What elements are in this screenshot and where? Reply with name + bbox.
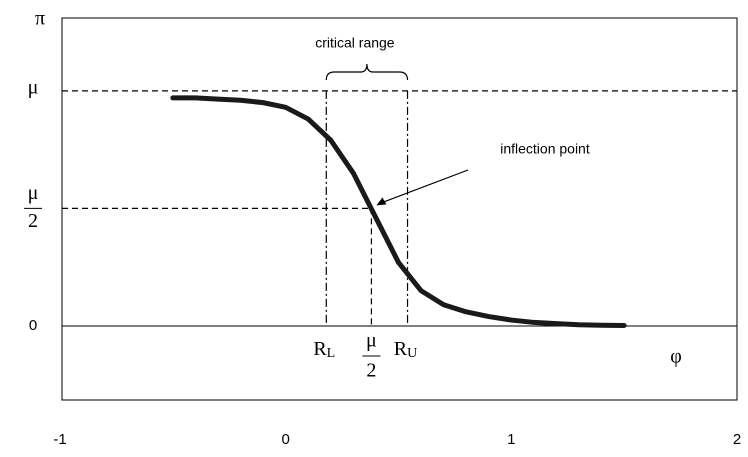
arrow-shaft [382, 169, 469, 203]
annotation: critical range [315, 35, 395, 51]
y-tick-label: μ [28, 182, 39, 204]
x-axis-label: φ [670, 346, 682, 368]
marker-label: RU [394, 338, 417, 362]
x-tick-label: 1 [507, 431, 515, 448]
x-tick-label: 0 [281, 431, 289, 448]
arrow-head [376, 197, 387, 206]
marker-label-sub: L [327, 346, 336, 361]
marker-label-main: R [313, 338, 327, 360]
y-tick-label: μ [28, 76, 39, 98]
y-tick-label: 2 [28, 210, 38, 232]
marker-label: μ [366, 330, 377, 352]
marker-label: 2 [366, 360, 376, 382]
annotation: inflection point [500, 141, 590, 157]
x-tick-label: -1 [53, 431, 66, 448]
marker-label-main: R [394, 338, 408, 360]
x-tick-label: 2 [733, 431, 741, 448]
curve [170, 95, 627, 328]
marker-label: RL [313, 338, 335, 362]
y-tick-label: 0 [29, 317, 37, 334]
y-axis-label: π [35, 8, 45, 30]
brace [325, 63, 409, 81]
marker-label-sub: U [407, 346, 417, 361]
